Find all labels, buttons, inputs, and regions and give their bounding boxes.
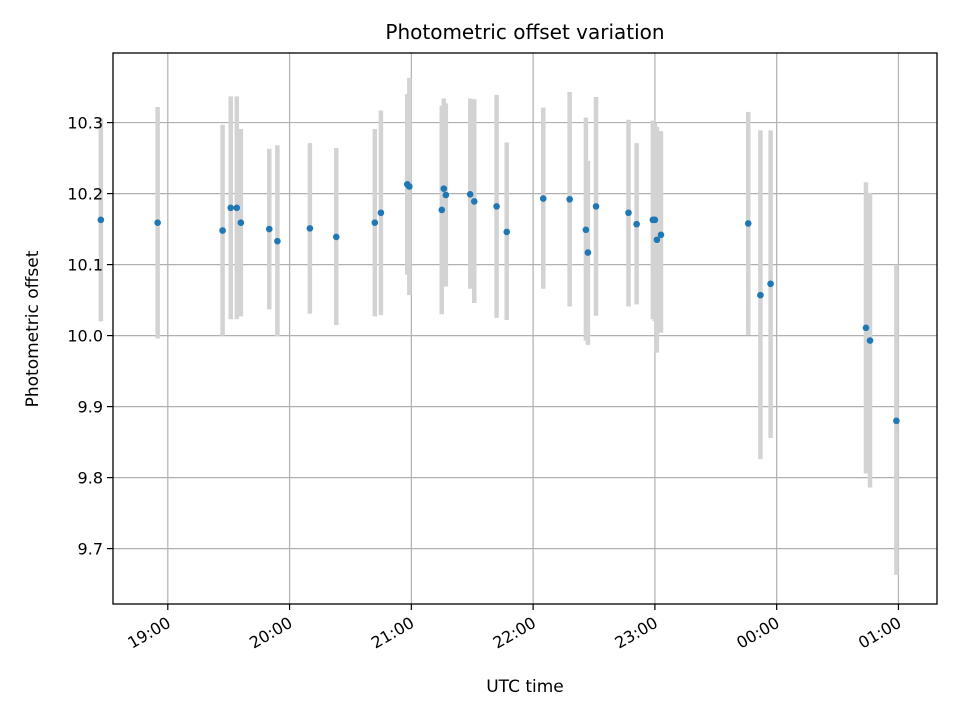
data-point <box>566 195 573 203</box>
data-point <box>219 227 226 234</box>
data-point <box>657 231 665 239</box>
data-point <box>767 280 774 288</box>
data-point <box>371 219 379 227</box>
data-point <box>503 228 511 236</box>
plot-frame <box>112 52 938 605</box>
data-point <box>744 220 752 227</box>
data-point <box>306 225 314 232</box>
data-point <box>233 204 241 212</box>
x-axis-label: UTC time <box>486 677 564 697</box>
data-point <box>757 291 764 299</box>
data-point <box>227 204 235 212</box>
point-layer <box>97 181 900 425</box>
y-tick-label: 10.0 <box>67 327 103 346</box>
data-point <box>332 233 340 241</box>
data-point <box>377 209 385 217</box>
y-tick-label: 10.3 <box>67 114 103 133</box>
data-point <box>442 191 450 199</box>
data-point <box>97 216 105 224</box>
data-point <box>470 198 478 205</box>
data-point <box>653 236 661 244</box>
y-tick-label: 9.8 <box>78 469 103 488</box>
y-tick-label: 9.7 <box>78 540 103 559</box>
data-point <box>265 225 273 233</box>
data-point <box>274 237 281 245</box>
y-axis: 9.7 9.8 9.9 10.0 10.1 10.2 10.3 <box>67 114 113 559</box>
data-point <box>633 220 640 228</box>
data-point <box>237 219 245 227</box>
data-point <box>625 209 632 217</box>
data-point <box>440 185 448 192</box>
data-point <box>582 226 590 234</box>
data-point <box>651 216 659 224</box>
y-tick-label: 9.9 <box>78 398 103 417</box>
y-tick-label: 10.2 <box>67 185 103 204</box>
data-point <box>438 206 446 214</box>
data-point <box>592 203 600 210</box>
y-tick-label: 10.1 <box>67 256 103 275</box>
data-point <box>862 324 870 332</box>
data-point <box>466 191 474 198</box>
data-point <box>539 195 547 202</box>
y-axis-label: Photometric offset <box>23 250 43 407</box>
data-point <box>406 183 413 190</box>
data-point <box>893 417 900 425</box>
data-point <box>154 219 161 227</box>
data-point <box>584 249 592 256</box>
chart-title: Photometric offset variation <box>385 20 664 44</box>
data-point <box>866 337 874 344</box>
data-point <box>493 203 500 210</box>
